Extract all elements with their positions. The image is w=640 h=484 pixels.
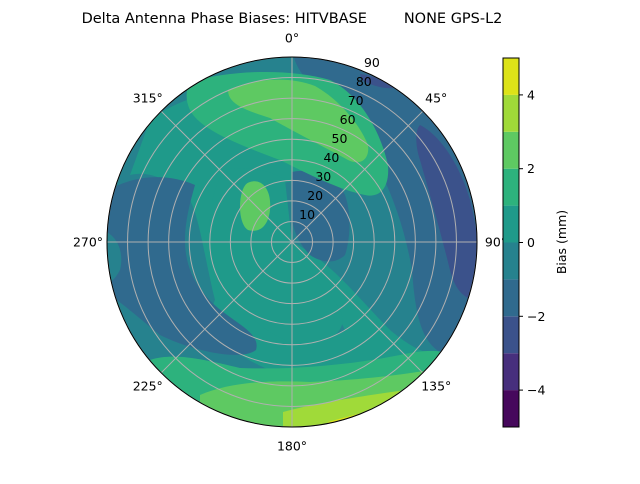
colorbar-band (503, 205, 519, 243)
contour-band-3-4-south (283, 388, 420, 427)
theta-tick-label: 270° (73, 235, 103, 250)
radial-tick-label: 50 (332, 131, 348, 146)
colorbar-tick-label: −4 (527, 383, 545, 398)
colorbar-tick-label: 4 (527, 87, 535, 102)
colorbar-band (503, 353, 519, 391)
colorbar: −4 −2 0 2 4 (502, 57, 545, 428)
polar-grid (106, 56, 478, 428)
radial-tick-label: 80 (356, 74, 372, 89)
contour-band-2-3-west-blob (240, 181, 271, 231)
colorbar-label: Bias (mm) (554, 210, 569, 274)
radial-tick-label: 70 (348, 93, 364, 108)
theta-tick-label: 315° (133, 90, 163, 105)
chart-title: Delta Antenna Phase Biases: HITVBASE NON… (82, 11, 503, 27)
grid-spoke-135 (291, 241, 424, 374)
contour-band-minus2-minus1-left (107, 177, 257, 355)
theta-tick-label: 0° (285, 31, 299, 46)
theta-tick-label: 45° (425, 90, 447, 105)
colorbar-tick-label: 0 (527, 235, 535, 250)
colorbar-band (503, 316, 519, 354)
colorbar-band (503, 390, 519, 427)
radial-tick-label: 90 (364, 55, 380, 70)
theta-tick-label: 135° (421, 379, 451, 394)
contour-band-minus3-minus2-east (416, 125, 477, 300)
contour-band-minus2-minus1-zenith (292, 170, 350, 262)
radial-tick-label: 20 (307, 188, 323, 203)
radial-tick-label: 40 (323, 150, 339, 165)
contour-band-minus2-minus1-left-edge (107, 230, 122, 285)
radial-tick-labels: 10 20 30 40 50 60 70 80 90 (299, 55, 380, 222)
colorbar-band (503, 242, 519, 280)
grid-spoke-45 (291, 110, 424, 243)
radial-tick-label: 60 (340, 112, 356, 127)
colorbar-band (503, 58, 519, 95)
colorbar-tick-label: −2 (527, 309, 545, 324)
polar-frame (106, 56, 478, 428)
contour-band-2-3-north (228, 79, 369, 163)
colorbar-band (503, 131, 519, 169)
colorbar-tick-label: 2 (527, 161, 535, 176)
colorbar-band (503, 168, 519, 206)
theta-tick-label: 90° (485, 235, 507, 250)
theta-tick-label: 180° (277, 439, 307, 454)
grid-spoke-225 (160, 241, 293, 374)
theta-tick-labels: 0° 45° 90° 135° 180° 225° 270° 315° (73, 31, 507, 454)
theta-tick-label: 225° (133, 379, 163, 394)
colorbar-band (503, 279, 519, 317)
radial-tick-label: 30 (315, 169, 331, 184)
radial-tick-label: 10 (299, 207, 315, 222)
colorbar-band (503, 94, 519, 132)
grid-spoke-315 (160, 110, 293, 243)
contour-band-minus3-minus2-north-east (360, 74, 394, 89)
